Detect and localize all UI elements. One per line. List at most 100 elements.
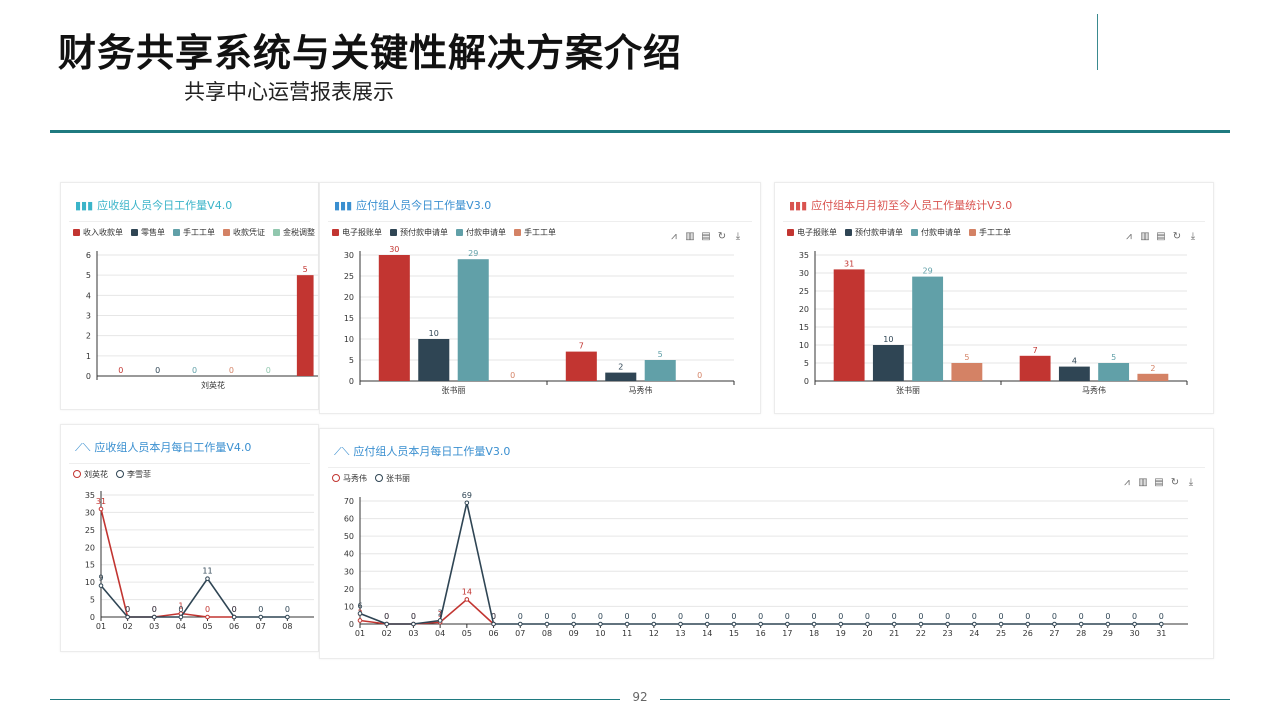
legend-item[interactable]: 李雪菲 [116, 469, 151, 480]
y-tick-label: 40 [344, 550, 354, 559]
data-label: 0 [1132, 612, 1137, 621]
chart-toolbar: ⩘ ▥ ▤ ↻ ⤓ [666, 231, 746, 242]
data-point [811, 621, 817, 627]
legend-item[interactable]: 手工工单 [969, 227, 1011, 238]
data-label: 0 [865, 612, 870, 621]
x-tick-label: 14 [702, 629, 712, 638]
ap-month-total-chart: 0 5 10 15 20 25 30 35 张书丽 31 10 29 5 马秀伟 7 4 5 2 [799, 251, 1188, 395]
bar [1098, 363, 1130, 381]
legend-item[interactable]: 预付款申请单 [390, 227, 448, 238]
x-tick-label: 03 [149, 622, 159, 631]
legend-item[interactable]: 马秀伟 [332, 473, 367, 484]
x-tick-label: 15 [729, 629, 739, 638]
y-tick-label: 6 [86, 251, 91, 260]
x-tick-label: 11 [622, 629, 632, 638]
legend-label: 手工工单 [183, 228, 215, 237]
download-icon[interactable]: ⤓ [735, 231, 741, 242]
legend-item[interactable]: 收入收款单 [73, 227, 123, 238]
data-view-icon[interactable]: ▤ [1156, 231, 1166, 242]
y-tick-label: 10 [344, 335, 354, 344]
legend-label: 零售单 [141, 228, 165, 237]
download-icon[interactable]: ⤓ [1188, 477, 1194, 488]
data-point [785, 621, 790, 627]
legend-item[interactable]: 电子报账单 [787, 227, 837, 238]
legend-item[interactable]: 金税调整 [273, 227, 315, 238]
y-tick-label: 30 [344, 567, 354, 576]
data-view-icon[interactable]: ▤ [701, 231, 711, 242]
data-label: 5 [303, 265, 308, 274]
legend-item[interactable]: 手工工单 [173, 227, 215, 238]
data-label: 10 [429, 329, 439, 338]
x-tick-label: 07 [256, 622, 266, 631]
legend-item[interactable]: 张书丽 [375, 473, 410, 484]
legend-label: 付款申请单 [921, 228, 961, 237]
y-tick-label: 2 [86, 332, 91, 341]
x-tick-label: 27 [1049, 629, 1059, 638]
data-label: 5 [964, 353, 969, 362]
download-icon[interactable]: ⤓ [1190, 231, 1196, 242]
page-subtitle: 共享中心运营报表展示 [184, 80, 394, 104]
data-point [838, 621, 844, 627]
data-point [945, 621, 950, 627]
line-chart-icon[interactable]: ⩘ [1124, 477, 1130, 488]
data-label: 0 [838, 612, 843, 621]
bar [457, 259, 489, 381]
data-point [151, 614, 157, 620]
restore-icon[interactable]: ↻ [1170, 477, 1180, 488]
y-tick-label: 20 [85, 543, 95, 552]
data-point [411, 621, 416, 627]
legend-item[interactable]: 手工工单 [514, 227, 556, 238]
data-label: 0 [1052, 612, 1057, 621]
line-chart-icon[interactable]: ⩘ [671, 231, 677, 242]
bar-chart-icon[interactable]: ▥ [685, 231, 695, 242]
chart-legend: 电子报账单 预付款申请单 付款申请单 手工工单 [332, 227, 564, 238]
legend-item[interactable]: 收款凭证 [223, 227, 265, 238]
x-tick-label: 19 [836, 629, 846, 638]
legend-item[interactable]: 预付款申请单 [845, 227, 903, 238]
data-point [651, 621, 657, 627]
data-label: 0 [812, 612, 817, 621]
x-tick-label: 28 [1076, 629, 1086, 638]
data-label: 0 [518, 612, 523, 621]
data-label: 7 [579, 342, 584, 351]
x-tick-label: 26 [1023, 629, 1033, 638]
line-chart-icon[interactable]: ⩘ [1126, 231, 1132, 242]
chart-toolbar: ⩘ ▥ ▤ ↻ ⤓ [1119, 477, 1199, 488]
bar-chart-icon[interactable]: ▥ [1138, 477, 1148, 488]
data-label: 0 [125, 605, 130, 614]
data-point [205, 614, 210, 620]
data-label: 29 [923, 267, 933, 276]
data-view-icon[interactable]: ▤ [1154, 477, 1164, 488]
header-divider [1097, 14, 1098, 70]
restore-icon[interactable]: ↻ [1172, 231, 1182, 242]
data-point [998, 621, 1004, 627]
data-point [178, 614, 184, 620]
legend-item[interactable]: 电子报账单 [332, 227, 382, 238]
y-tick-label: 0 [349, 620, 354, 629]
data-point [891, 621, 897, 627]
data-label: 0 [678, 612, 683, 621]
restore-icon[interactable]: ↻ [717, 231, 727, 242]
x-tick-label: 08 [282, 622, 292, 631]
bar [951, 363, 983, 381]
y-tick-label: 50 [344, 532, 354, 541]
bar [644, 360, 676, 381]
bar-chart-icon[interactable]: ▥ [1140, 231, 1150, 242]
data-label: 0 [892, 612, 897, 621]
legend-item[interactable]: 零售单 [131, 227, 165, 238]
panel-divider [69, 221, 310, 222]
legend-swatch [390, 229, 397, 236]
y-tick-label: 25 [344, 272, 354, 281]
legend-swatch [332, 229, 339, 236]
x-tick-label: 10 [595, 629, 605, 638]
ar-today-chart: 0 1 2 3 4 5 6 刘英花 0 0 0 0 0 5 [86, 251, 318, 390]
data-label: 1 [438, 610, 443, 619]
legend-swatch [73, 470, 81, 478]
page-number: 92 [632, 690, 648, 704]
legend-item[interactable]: 付款申请单 [456, 227, 506, 238]
legend-item[interactable]: 刘英花 [73, 469, 108, 480]
y-tick-label: 30 [344, 251, 354, 260]
bar [605, 372, 637, 381]
data-point [1052, 621, 1057, 627]
legend-item[interactable]: 付款申请单 [911, 227, 961, 238]
